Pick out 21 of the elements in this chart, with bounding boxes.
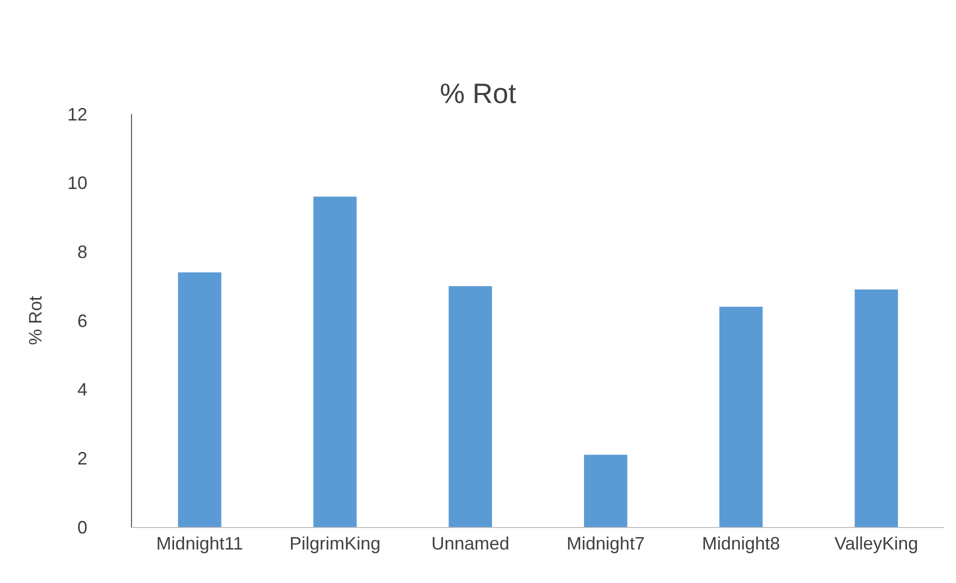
x-tick-label: Midnight11 <box>156 534 244 554</box>
bar <box>178 272 222 527</box>
y-tick-label: 4 <box>77 380 88 400</box>
y-tick-label: 10 <box>67 173 88 194</box>
bar <box>584 454 628 527</box>
y-tick-label: 0 <box>77 517 88 538</box>
bar <box>313 196 357 527</box>
x-tick-label: ValleyKing <box>834 534 918 554</box>
y-tick-label: 6 <box>77 310 88 331</box>
x-tick-label: Midnight8 <box>702 534 780 554</box>
chart-title: % Rot <box>440 78 516 110</box>
bar <box>854 290 898 527</box>
bar <box>448 286 492 527</box>
x-tick-label: Unnamed <box>431 534 510 554</box>
y-axis-title: % Rot <box>26 296 46 346</box>
bar <box>719 306 763 527</box>
y-tick-label: 2 <box>77 448 88 468</box>
y-tick-label: 12 <box>67 104 88 124</box>
y-tick-label: 8 <box>77 242 88 262</box>
x-tick-label: PilgrimKing <box>289 534 381 554</box>
x-tick-label: Midnight7 <box>566 534 645 554</box>
